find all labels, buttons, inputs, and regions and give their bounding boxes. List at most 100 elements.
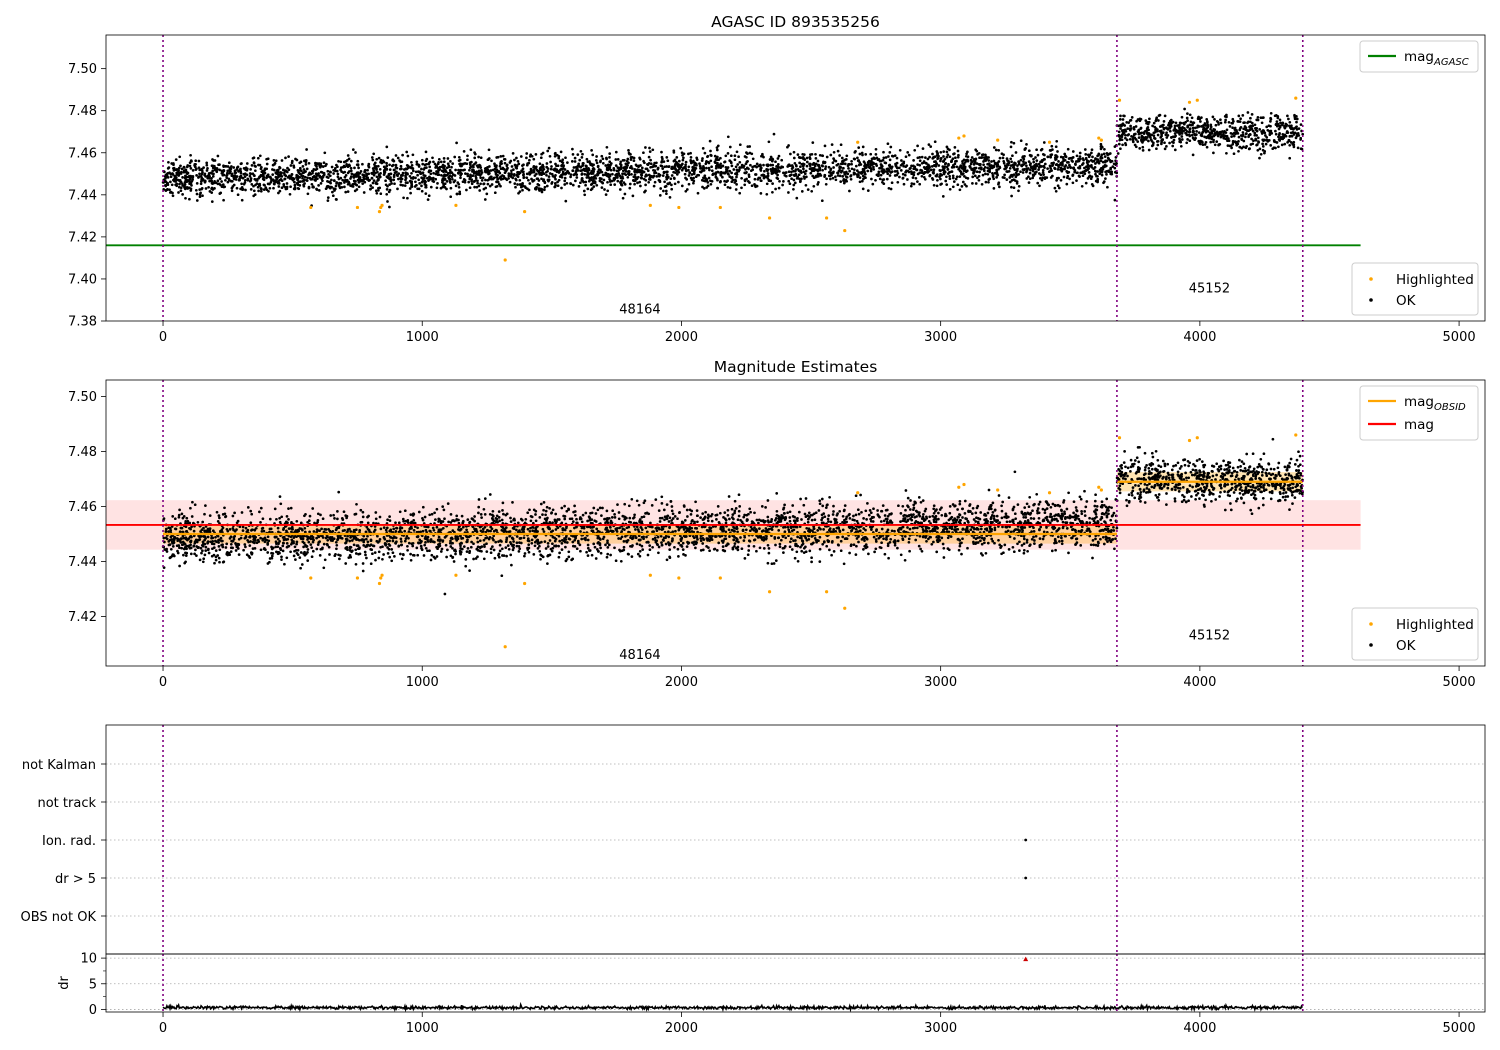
ok-point [483, 525, 487, 529]
ok-point [621, 169, 625, 173]
ok-point [1037, 168, 1040, 171]
ok-point [625, 159, 629, 163]
ok-point [932, 168, 936, 172]
ok-point [549, 160, 552, 164]
ok-point [781, 165, 785, 169]
ok-point [979, 511, 983, 514]
ok-point [239, 162, 243, 166]
ok-point [359, 170, 363, 173]
ok-point [1200, 125, 1203, 128]
ok-point [936, 178, 939, 182]
ok-point [1174, 128, 1178, 132]
ok-point [462, 177, 466, 181]
ok-point [670, 183, 673, 187]
ok-point [679, 146, 683, 150]
ok-point [287, 155, 290, 158]
ok-point [253, 193, 257, 196]
ok-point [174, 178, 178, 182]
ok-point [375, 168, 378, 171]
ok-point [771, 163, 775, 167]
ok-point [861, 167, 865, 171]
ok-point [1260, 130, 1263, 133]
ok-point [869, 152, 873, 156]
ok-point [606, 189, 610, 193]
ok-point [716, 178, 719, 182]
ok-point [691, 160, 695, 164]
ok-point [973, 170, 976, 173]
ok-point [648, 146, 651, 150]
ok-point [1127, 121, 1131, 124]
ok-point [474, 174, 477, 178]
ok-point [617, 172, 620, 175]
ok-point [1267, 124, 1271, 128]
ok-point [463, 168, 466, 172]
ok-point [1120, 133, 1124, 137]
ok-point [1061, 163, 1064, 167]
ok-point [175, 168, 179, 171]
ok-point [1255, 126, 1259, 130]
ok-point [674, 168, 678, 171]
ok-point [1128, 119, 1132, 122]
ok-point [1017, 189, 1020, 193]
ok-point [749, 525, 753, 529]
ok-point [1078, 155, 1082, 158]
ok-point [522, 163, 525, 167]
ok-point [326, 199, 330, 202]
ok-point [856, 159, 860, 163]
ok-point [444, 543, 448, 547]
ok-point [337, 177, 341, 181]
ok-point [1029, 154, 1033, 158]
ok-point [933, 164, 937, 168]
ok-point [995, 176, 998, 179]
ok-point [352, 176, 356, 179]
ok-point [350, 172, 354, 176]
ok-point [390, 548, 394, 551]
ok-point [948, 174, 951, 178]
ok-point [483, 198, 487, 201]
ok-point [932, 504, 936, 508]
ok-point [224, 178, 227, 182]
ok-point [560, 542, 564, 545]
ok-point [1301, 132, 1305, 136]
ok-point [272, 186, 275, 190]
ok-point [282, 171, 286, 175]
ok-point [341, 178, 345, 182]
ok-point [1024, 147, 1027, 150]
ok-point [1042, 141, 1046, 144]
ok-point [1110, 172, 1114, 176]
ok-point [843, 172, 847, 176]
ok-point [939, 150, 943, 154]
ok-point [980, 153, 984, 157]
ok-point [625, 166, 629, 169]
ok-point [1099, 147, 1103, 151]
ok-point [953, 146, 957, 149]
ok-point [1287, 139, 1291, 142]
ok-point [333, 167, 337, 170]
ok-point [293, 180, 296, 184]
ok-point [502, 157, 506, 161]
ok-point [639, 184, 642, 188]
ok-point [446, 162, 450, 166]
ok-point [1022, 160, 1025, 163]
ok-point [1224, 118, 1227, 122]
ok-point [1100, 169, 1104, 173]
ok-point [193, 552, 196, 556]
ok-point [319, 182, 323, 185]
ok-point [515, 528, 518, 532]
ok-point [269, 175, 272, 179]
ok-point [370, 177, 374, 180]
ok-point [592, 185, 596, 188]
ok-point [1231, 142, 1235, 146]
ok-point [591, 153, 595, 157]
ok-point [850, 159, 853, 163]
ok-point [1036, 181, 1040, 185]
ok-point [860, 179, 864, 183]
ok-point [516, 159, 520, 163]
ok-point [912, 182, 916, 186]
ok-point [893, 154, 897, 157]
ok-point [1067, 491, 1070, 495]
ok-point [1217, 123, 1220, 126]
ok-point [660, 160, 663, 164]
ok-point [583, 193, 587, 197]
ok-point [386, 200, 389, 203]
